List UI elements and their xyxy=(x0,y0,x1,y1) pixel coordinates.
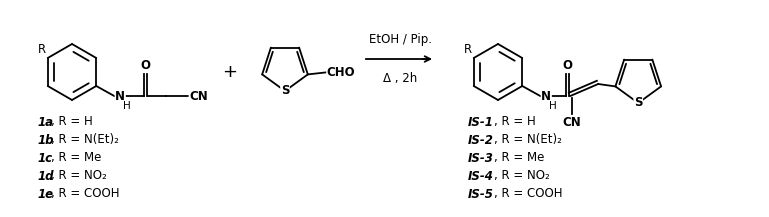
Text: IS-2: IS-2 xyxy=(468,133,494,146)
Text: , R = COOH: , R = COOH xyxy=(494,187,562,201)
Text: R: R xyxy=(464,43,471,56)
Text: H: H xyxy=(549,101,557,111)
Text: IS-3: IS-3 xyxy=(468,151,494,164)
Text: IS-1: IS-1 xyxy=(468,115,494,128)
Text: CN: CN xyxy=(563,116,581,129)
Text: R: R xyxy=(38,43,45,56)
Text: , R = NO₂: , R = NO₂ xyxy=(494,169,550,182)
Text: N: N xyxy=(115,89,125,102)
Text: Δ , 2h: Δ , 2h xyxy=(384,72,418,85)
Text: S: S xyxy=(281,84,289,97)
Text: S: S xyxy=(634,97,642,110)
Text: , R = Me: , R = Me xyxy=(51,151,102,164)
Text: , R = N(Et)₂: , R = N(Et)₂ xyxy=(494,133,562,146)
Text: 1a: 1a xyxy=(38,115,54,128)
Text: 1d: 1d xyxy=(38,169,55,182)
Text: , R = H: , R = H xyxy=(51,115,93,128)
Text: CHO: CHO xyxy=(327,66,355,79)
Text: 1b: 1b xyxy=(38,133,55,146)
Text: CN: CN xyxy=(189,89,208,102)
Text: IS-4: IS-4 xyxy=(468,169,494,182)
Text: EtOH / Pip.: EtOH / Pip. xyxy=(369,33,432,46)
Text: O: O xyxy=(140,59,150,72)
Text: , R = NO₂: , R = NO₂ xyxy=(51,169,107,182)
Text: O: O xyxy=(562,59,572,72)
Text: 1e: 1e xyxy=(38,187,54,201)
Text: 1c: 1c xyxy=(38,151,53,164)
Text: IS-5: IS-5 xyxy=(468,187,494,201)
Text: , R = COOH: , R = COOH xyxy=(51,187,119,201)
Text: +: + xyxy=(222,63,238,81)
Text: H: H xyxy=(123,101,131,111)
Text: N: N xyxy=(541,89,551,102)
Text: , R = H: , R = H xyxy=(494,115,536,128)
Text: , R = Me: , R = Me xyxy=(494,151,544,164)
Text: , R = N(Et)₂: , R = N(Et)₂ xyxy=(51,133,119,146)
